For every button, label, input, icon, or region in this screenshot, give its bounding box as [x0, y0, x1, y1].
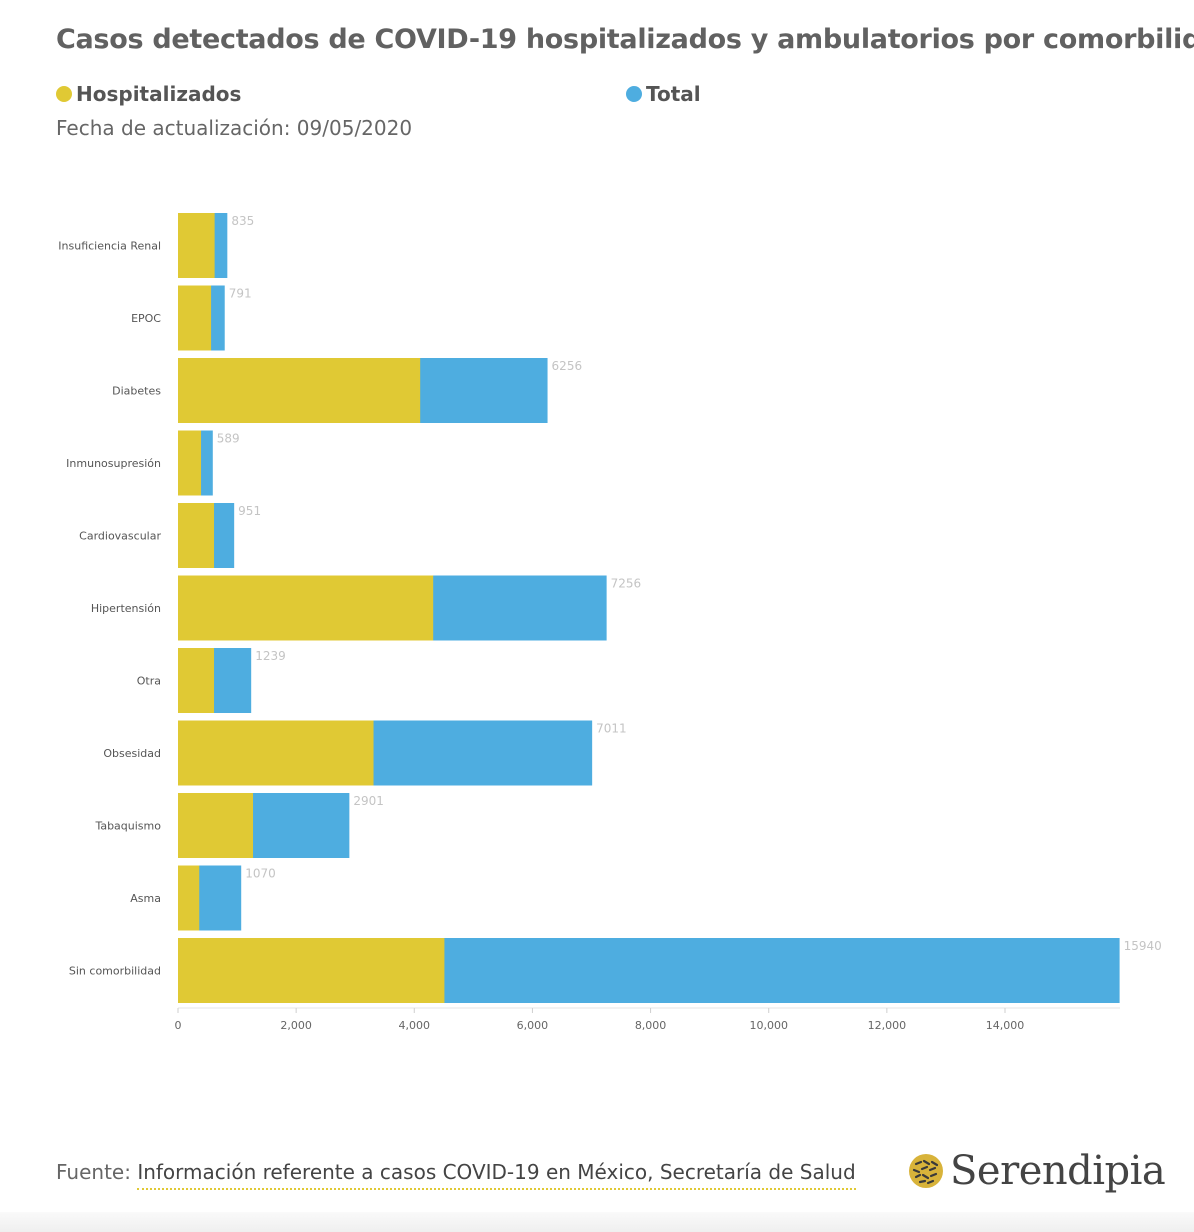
bar-hospitalizados[interactable]: [178, 865, 200, 931]
category-labels: Insuficiencia Renal EPOC Diabetes Inmunosup…: [58, 240, 161, 978]
x-tick-label: 2,000: [280, 1019, 312, 1032]
logo-wordmark: Serendipia: [950, 1148, 1166, 1194]
legend-dot-total: [626, 86, 642, 102]
serendipia-logo-icon: [909, 1154, 943, 1188]
source-link[interactable]: Información referente a casos COVID-19 e…: [137, 1160, 856, 1190]
x-tick-label: 4,000: [399, 1019, 431, 1032]
x-tick-label: 6,000: [517, 1019, 549, 1032]
category-label: Diabetes: [112, 385, 161, 398]
bar-hospitalizados[interactable]: [178, 720, 374, 786]
category-label: Hipertensión: [91, 602, 161, 615]
category-label: EPOC: [131, 312, 161, 325]
bar-chart: Insuficiencia Renal EPOC Diabetes Inmunosup…: [58, 213, 1162, 1032]
data-label: 951: [238, 504, 261, 518]
category-label: Insuficiencia Renal: [58, 240, 161, 253]
bar-hospitalizados[interactable]: [178, 503, 215, 568]
category-label: Asma: [130, 892, 161, 905]
data-label: 1070: [245, 867, 276, 881]
bar-hospitalizados[interactable]: [178, 213, 215, 278]
data-label: 6256: [552, 359, 583, 373]
x-tick-label: 8,000: [635, 1019, 667, 1032]
update-date: Fecha de actualización: 09/05/2020: [56, 116, 413, 140]
x-tick-label: 12,000: [868, 1019, 907, 1032]
bar-hospitalizados[interactable]: [178, 285, 212, 351]
bar-hospitalizados[interactable]: [178, 648, 215, 713]
bottom-shadow-bar: [0, 1212, 1194, 1232]
legend-item-total[interactable]: Total: [626, 82, 701, 106]
category-label: Obsesidad: [103, 747, 161, 760]
x-axis: 0 2,000 4,000 6,000 8,000 10,000 12,000 14,000: [175, 1007, 1120, 1032]
legend-label-total: Total: [646, 82, 701, 106]
serendipia-logo[interactable]: Serendipia: [908, 1148, 1166, 1194]
bar-hospitalizados[interactable]: [178, 793, 254, 858]
source-prefix: Fuente:: [56, 1160, 138, 1184]
value-labels: 835 791 6256 589 951 7256 1239 7011 2901 1070 1594…: [217, 214, 1162, 953]
data-label: 835: [231, 214, 254, 228]
legend-item-hospitalizados[interactable]: Hospitalizados: [56, 82, 241, 106]
bar-hospitalizados[interactable]: [178, 938, 445, 1003]
category-label: Cardiovascular: [79, 530, 161, 543]
data-label: 7256: [611, 577, 642, 591]
bar-hospitalizados[interactable]: [178, 575, 434, 641]
data-label: 15940: [1124, 939, 1162, 953]
chart-title: Casos detectados de COVID-19 hospitaliza…: [56, 24, 1194, 55]
category-label: Otra: [137, 675, 161, 688]
legend-label-hospitalizados: Hospitalizados: [76, 82, 242, 106]
legend-dot-hospitalizados: [56, 86, 72, 102]
x-tick-label: 10,000: [749, 1019, 788, 1032]
category-label: Inmunosupresión: [66, 457, 161, 470]
bar-hospitalizados[interactable]: [178, 358, 421, 423]
category-label: Sin comorbilidad: [69, 965, 161, 978]
source-note: Fuente: Información referente a casos CO…: [56, 1160, 856, 1190]
bar-hospitalizados[interactable]: [178, 430, 202, 496]
x-tick-label: 0: [175, 1019, 182, 1032]
category-label: Tabaquismo: [94, 820, 161, 833]
bars-group: [178, 213, 1120, 1003]
data-label: 2901: [353, 794, 384, 808]
data-label: 791: [229, 287, 252, 301]
data-label: 589: [217, 432, 240, 446]
data-label: 7011: [596, 722, 627, 736]
x-tick-label: 14,000: [986, 1019, 1025, 1032]
data-label: 1239: [255, 649, 286, 663]
